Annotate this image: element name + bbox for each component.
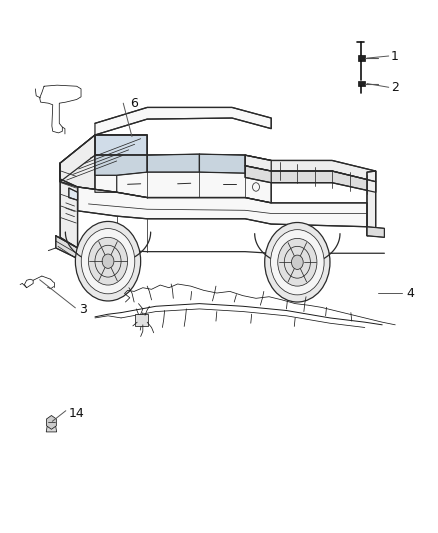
FancyBboxPatch shape [358,81,365,86]
Circle shape [291,255,303,269]
Circle shape [102,254,114,268]
Polygon shape [46,416,57,429]
Text: 6: 6 [130,96,138,110]
Polygon shape [60,135,147,182]
Circle shape [88,237,127,285]
Circle shape [81,229,135,294]
Circle shape [278,238,317,286]
Polygon shape [60,163,78,248]
Text: 14: 14 [69,407,85,421]
Polygon shape [46,426,57,432]
Text: 2: 2 [391,81,399,94]
Circle shape [75,221,141,301]
Text: 4: 4 [406,287,414,300]
Polygon shape [199,154,245,173]
Text: 3: 3 [79,303,87,317]
Polygon shape [69,188,78,200]
Polygon shape [95,108,271,135]
Circle shape [265,222,330,302]
Polygon shape [95,135,147,171]
Polygon shape [78,187,367,227]
Polygon shape [367,227,385,237]
Polygon shape [245,166,376,192]
Polygon shape [147,154,199,172]
Polygon shape [245,155,376,182]
FancyBboxPatch shape [358,55,365,61]
Circle shape [271,230,324,295]
Polygon shape [60,135,117,192]
FancyBboxPatch shape [135,314,148,326]
Polygon shape [95,155,147,175]
Text: 1: 1 [391,50,399,62]
Polygon shape [367,171,376,236]
Polygon shape [95,155,271,203]
Polygon shape [56,236,78,259]
